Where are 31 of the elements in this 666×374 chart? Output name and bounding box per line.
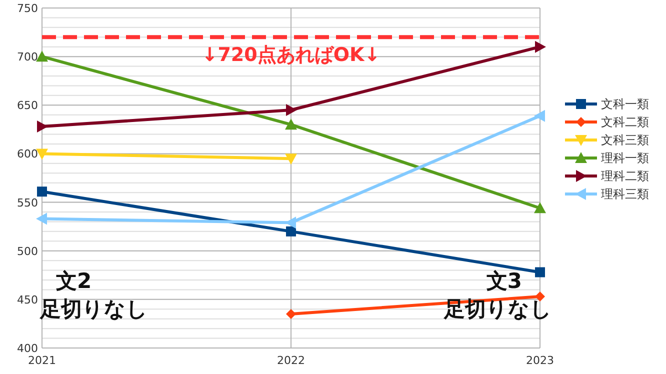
point: [535, 40, 546, 53]
y-tick-label: 600: [17, 148, 38, 161]
ref-line-label: ↓720点あればOK↓: [202, 44, 380, 66]
point: [534, 110, 545, 122]
legend-label: 理科三類: [601, 187, 649, 201]
legend-label: 文科三類: [601, 133, 649, 147]
point: [36, 212, 47, 225]
point: [534, 202, 546, 214]
legend-label: 理科一類: [601, 151, 649, 165]
point: [37, 186, 47, 197]
legend-label: 理科二類: [601, 169, 649, 183]
point: [36, 50, 48, 62]
y-tick-label: 400: [17, 342, 38, 355]
point: [286, 226, 296, 236]
y-tick-label: 450: [17, 293, 38, 306]
annotation: 文3 足切りなし: [443, 268, 552, 321]
point: [286, 104, 297, 116]
legend-label: 文科二類: [601, 115, 649, 129]
annotation: 文2 足切りなし: [39, 268, 148, 321]
y-tick-label: 750: [17, 2, 38, 15]
point: [535, 267, 545, 278]
y-tick-label: 650: [17, 99, 38, 112]
point: [285, 118, 297, 130]
x-tick-label: 2023: [526, 354, 554, 367]
y-tick-label: 550: [17, 196, 38, 210]
y-tick-label: 700: [17, 50, 38, 64]
x-tick-label: 2021: [28, 354, 56, 367]
legend-label: 文科一類: [601, 97, 649, 111]
point: [286, 309, 296, 319]
y-tick-label: 500: [17, 244, 38, 258]
x-tick-label: 2022: [277, 354, 305, 367]
